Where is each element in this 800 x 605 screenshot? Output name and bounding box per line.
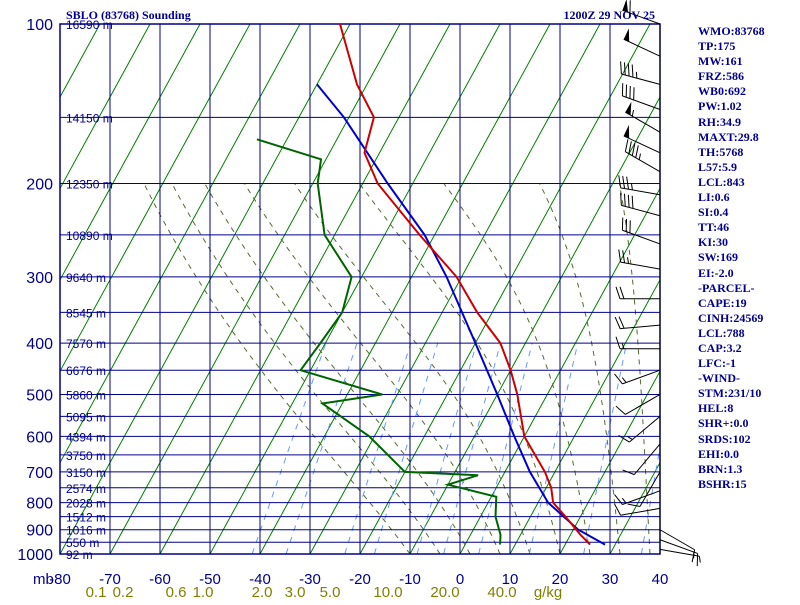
height-label: 14150 m bbox=[66, 111, 113, 125]
pressure-tick-label: 300 bbox=[26, 270, 53, 287]
index-value: L57:5.9 bbox=[698, 160, 798, 175]
pressure-tick-label: 200 bbox=[26, 177, 53, 194]
pressure-tick-label: 100 bbox=[26, 17, 53, 34]
index-value: LFC:-1 bbox=[698, 356, 798, 371]
height-label: 12350 m bbox=[66, 178, 113, 192]
pressure-tick-label: 700 bbox=[26, 465, 53, 482]
pressure-tick-label: 800 bbox=[26, 496, 53, 513]
height-label: 10890 m bbox=[66, 229, 113, 243]
index-value: CINH:24569 bbox=[698, 311, 798, 326]
pressure-tick-label: 500 bbox=[26, 387, 53, 404]
index-value: CAPE:19 bbox=[698, 296, 798, 311]
index-value: STM:231/10 bbox=[698, 386, 798, 401]
height-label: 5095 m bbox=[66, 410, 106, 424]
pressure-tick-label: 400 bbox=[26, 336, 53, 353]
height-label: 9640 m bbox=[66, 271, 106, 285]
mixing-ratio-label: 5.0 bbox=[320, 584, 341, 600]
index-value: TT:46 bbox=[698, 220, 798, 235]
index-value: LI:0.6 bbox=[698, 190, 798, 205]
height-label: 92 m bbox=[66, 548, 93, 562]
index-value: LCL:843 bbox=[698, 175, 798, 190]
index-value: EHI:0.0 bbox=[698, 447, 798, 462]
mixing-ratio-label: 10.0 bbox=[373, 584, 402, 600]
index-value: -PARCEL- bbox=[698, 281, 798, 296]
height-label: 3150 m bbox=[66, 466, 106, 480]
index-value: RH:34.9 bbox=[698, 115, 798, 130]
index-value: TP:175 bbox=[698, 39, 798, 54]
mixing-ratio-label: 2.0 bbox=[252, 584, 273, 600]
height-label: 8545 m bbox=[66, 306, 106, 320]
height-label: 3750 m bbox=[66, 449, 106, 463]
index-value: WMO:83768 bbox=[698, 24, 798, 39]
pressure-tick-label: 600 bbox=[26, 429, 53, 446]
index-value: SHR+:0.0 bbox=[698, 416, 798, 431]
index-value: EI:-2.0 bbox=[698, 266, 798, 281]
chart-title: SBLO (83768) Sounding bbox=[66, 8, 191, 22]
pressure-tick-label: 1000 bbox=[17, 547, 53, 564]
index-value: KI:30 bbox=[698, 235, 798, 250]
index-value: HEL:8 bbox=[698, 401, 798, 416]
pressure-unit-label: mb bbox=[33, 571, 54, 588]
index-value: WB0:692 bbox=[698, 84, 798, 99]
mixing-ratio-label: 0.2 bbox=[113, 584, 134, 600]
index-value: BRN:1.3 bbox=[698, 462, 798, 477]
index-value: BSHR:15 bbox=[698, 477, 798, 492]
temperature-tick-label: -20 bbox=[349, 571, 371, 588]
index-value: -WIND- bbox=[698, 371, 798, 386]
mixing-ratio-label: 1.0 bbox=[193, 584, 214, 600]
index-value: FRZ:586 bbox=[698, 69, 798, 84]
index-value: SRDS:102 bbox=[698, 432, 798, 447]
height-label: 2028 m bbox=[66, 497, 106, 511]
index-value: PW:1.02 bbox=[698, 99, 798, 114]
height-label: 5860 m bbox=[66, 388, 106, 402]
mixing-ratio-label: g/kg bbox=[534, 584, 562, 600]
index-value: MW:161 bbox=[698, 54, 798, 69]
chart-time: 1200Z 29 NOV 25 bbox=[564, 8, 655, 22]
height-label: 4394 m bbox=[66, 430, 106, 444]
index-value: MAXT:29.8 bbox=[698, 130, 798, 145]
height-label: 2574 m bbox=[66, 482, 106, 496]
mixing-ratio-label: 0.1 bbox=[86, 584, 107, 600]
mixing-ratio-label: 0.6 bbox=[166, 584, 187, 600]
index-value: CAP:3.2 bbox=[698, 341, 798, 356]
temperature-tick-label: 40 bbox=[652, 571, 669, 588]
height-label: 6676 m bbox=[66, 364, 106, 378]
height-label: 7570 m bbox=[66, 337, 106, 351]
index-value: SI:0.4 bbox=[698, 205, 798, 220]
index-value: SW:169 bbox=[698, 250, 798, 265]
mixing-ratio-label: 3.0 bbox=[285, 584, 306, 600]
mixing-ratio-label: 20.0 bbox=[430, 584, 459, 600]
height-label: 1512 m bbox=[66, 511, 106, 525]
index-value: TH:5768 bbox=[698, 145, 798, 160]
index-value: LCL:788 bbox=[698, 326, 798, 341]
pressure-tick-label: 900 bbox=[26, 523, 53, 540]
temperature-tick-label: 30 bbox=[602, 571, 619, 588]
mixing-ratio-label: 40.0 bbox=[487, 584, 516, 600]
